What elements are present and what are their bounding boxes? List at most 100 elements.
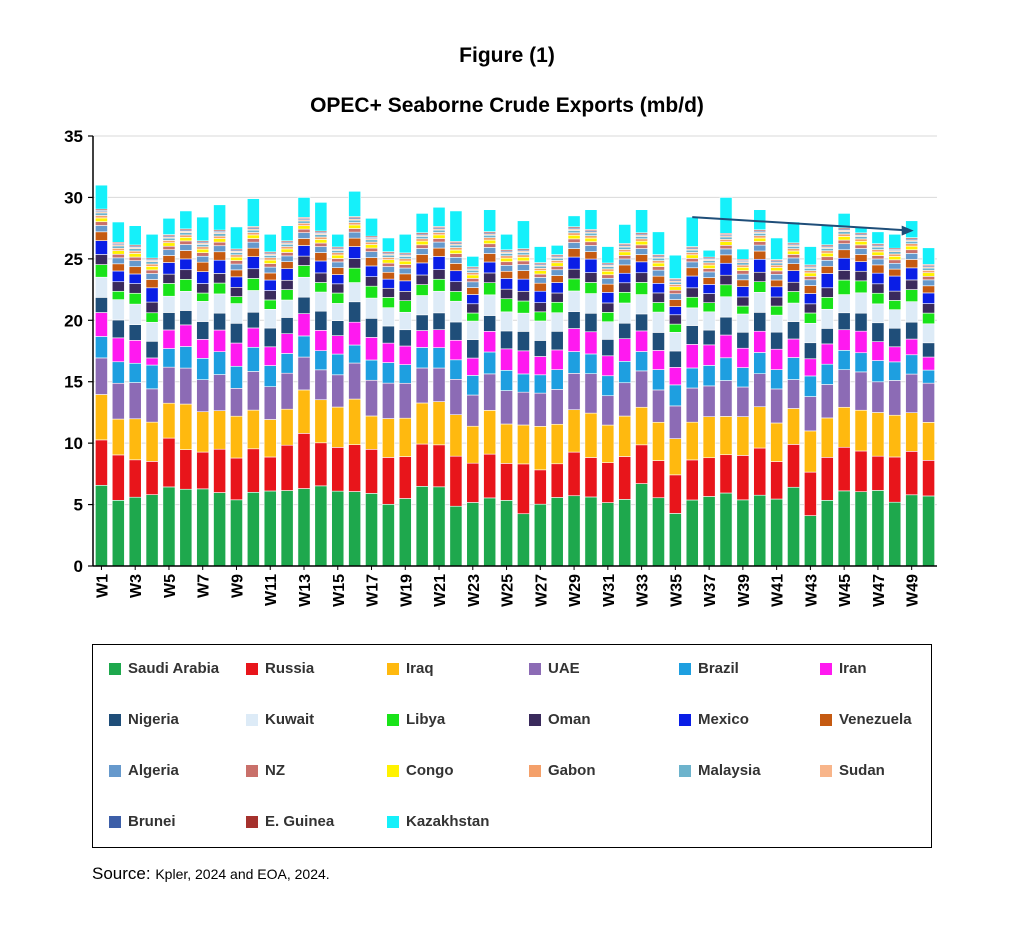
- legend-swatch: [246, 815, 258, 828]
- bar-segment-w27-2: [533, 426, 547, 471]
- bar-segment-w3-16: [128, 248, 142, 252]
- bar-segment-w40-6: [753, 312, 767, 332]
- legend-item: Saudi Arabia: [109, 660, 219, 677]
- bar-segment-w4-13: [145, 269, 159, 274]
- bar-segment-w47-7: [871, 303, 885, 324]
- bar-segment-w8-2: [213, 410, 226, 450]
- bar-segment-w26-10: [517, 278, 530, 292]
- bar-segment-w3-14: [128, 253, 142, 258]
- bar-segment-w36-11: [685, 267, 699, 277]
- bar-segment-w1-15: [95, 215, 108, 219]
- bar-segment-w25-12: [500, 265, 513, 272]
- bar-segment-w13-8: [297, 265, 311, 278]
- bar-segment-w25-3: [500, 390, 513, 425]
- bar-segment-w4-8: [145, 312, 159, 323]
- bar-segment-w14-7: [314, 291, 328, 312]
- bar-segment-w43-12: [804, 279, 817, 286]
- bar-segment-w32-16: [618, 246, 632, 250]
- bar-segment-w43-9: [804, 303, 817, 314]
- bar-segment-w15-10: [331, 274, 345, 285]
- legend-item: Iraq: [387, 660, 434, 677]
- bar-segment-w36-9: [685, 287, 699, 298]
- bar-segment-w14-3: [314, 369, 328, 401]
- bar-segment-w24-3: [483, 373, 497, 411]
- bar-segment-w38-1: [719, 454, 733, 494]
- bar-segment-w42-10: [787, 270, 800, 283]
- bar-segment-w22-7: [449, 300, 463, 323]
- bar-segment-w17-16: [365, 239, 378, 243]
- bar-segment-w42-2: [787, 408, 800, 445]
- bar-segment-w21-2: [432, 401, 446, 446]
- bar-segment-w26-13: [517, 260, 530, 265]
- bar-segment-w14-12: [314, 246, 328, 253]
- bar-segment-w25-2: [500, 423, 513, 464]
- bar-segment-w47-15: [871, 249, 885, 253]
- bar-segment-w50-16: [922, 267, 935, 271]
- bar-segment-w33-16: [635, 236, 648, 240]
- bar-segment-w49-1: [905, 451, 919, 496]
- bar-segment-w9-16: [230, 252, 243, 256]
- bar-segment-w10-9: [246, 268, 260, 279]
- bar-segment-w14-4: [314, 350, 328, 371]
- bar-segment-w48-4: [888, 361, 902, 381]
- bar-segment-w43-11: [804, 285, 817, 294]
- legend-item: Malaysia: [679, 762, 761, 779]
- bar-segment-w28-15: [550, 260, 564, 264]
- bar-segment-w49-6: [905, 321, 919, 340]
- bar-segment-w18-10: [382, 278, 395, 289]
- bar-segment-w28-0: [550, 497, 564, 567]
- bar-segment-w17-11: [365, 257, 378, 267]
- x-tick-label: W31: [601, 574, 618, 607]
- bar-segment-w12-9: [280, 279, 294, 290]
- bar-segment-w2-6: [111, 319, 125, 339]
- bar-segment-w21-13: [432, 238, 446, 243]
- bar-segment-w8-14: [213, 238, 226, 243]
- bar-segment-w42-6: [787, 321, 800, 340]
- bar-segment-w42-1: [787, 444, 800, 488]
- bar-segment-w46-16: [854, 236, 868, 240]
- bar-segment-w45-15: [837, 233, 851, 237]
- bar-segment-w18-1: [382, 457, 395, 505]
- bar-segment-w46-12: [854, 248, 868, 255]
- bar-segment-w28-3: [550, 389, 564, 425]
- bar-segment-w39-15: [736, 264, 750, 268]
- bar-segment-w11-9: [263, 290, 277, 301]
- bar-segment-w32-3: [618, 382, 632, 417]
- bar-segment-w28-13: [550, 265, 564, 271]
- legend-label: E. Guinea: [265, 813, 335, 830]
- legend-item: Mexico: [679, 711, 749, 728]
- bar-segment-w16-5: [348, 321, 362, 346]
- bar-segment-w32-10: [618, 272, 632, 284]
- bar-segment-w5-14: [162, 242, 176, 247]
- bar-segment-w24-0: [483, 497, 497, 567]
- bar-segment-w45-12: [837, 243, 851, 251]
- bar-segment-w19-9: [398, 291, 412, 301]
- bar-segment-w29-13: [567, 238, 581, 243]
- bar-segment-w27-1: [533, 469, 547, 505]
- bar-segment-w40-4: [753, 352, 767, 374]
- bar-segment-w45-20: [837, 213, 851, 229]
- bar-segment-w28-10: [550, 282, 564, 294]
- bar-segment-w39-8: [736, 305, 750, 315]
- bar-segment-w24-9: [483, 272, 497, 283]
- bar-segment-w1-0: [95, 484, 108, 567]
- bar-segment-w46-11: [854, 254, 868, 262]
- bar-segment-w27-11: [533, 282, 547, 292]
- bar-segment-w10-13: [246, 238, 260, 243]
- bar-segment-w42-12: [787, 257, 800, 265]
- bar-segment-w36-16: [685, 249, 699, 253]
- bar-segment-w35-2: [668, 438, 682, 476]
- bar-segment-w14-1: [314, 442, 328, 487]
- bar-segment-w40-20: [753, 209, 767, 231]
- bar-segment-w7-6: [196, 321, 210, 340]
- legend-swatch: [820, 662, 832, 675]
- legend-swatch: [109, 662, 121, 675]
- bar-segment-w1-5: [95, 312, 108, 337]
- x-tick-label: W43: [803, 574, 820, 607]
- bar-segment-w33-3: [635, 370, 648, 408]
- bar-segment-w24-11: [483, 253, 497, 263]
- bar-segment-w19-4: [398, 364, 412, 384]
- bar-segment-w35-11: [668, 299, 682, 307]
- bar-segment-w37-16: [702, 260, 716, 264]
- bar-segment-w15-0: [331, 490, 345, 567]
